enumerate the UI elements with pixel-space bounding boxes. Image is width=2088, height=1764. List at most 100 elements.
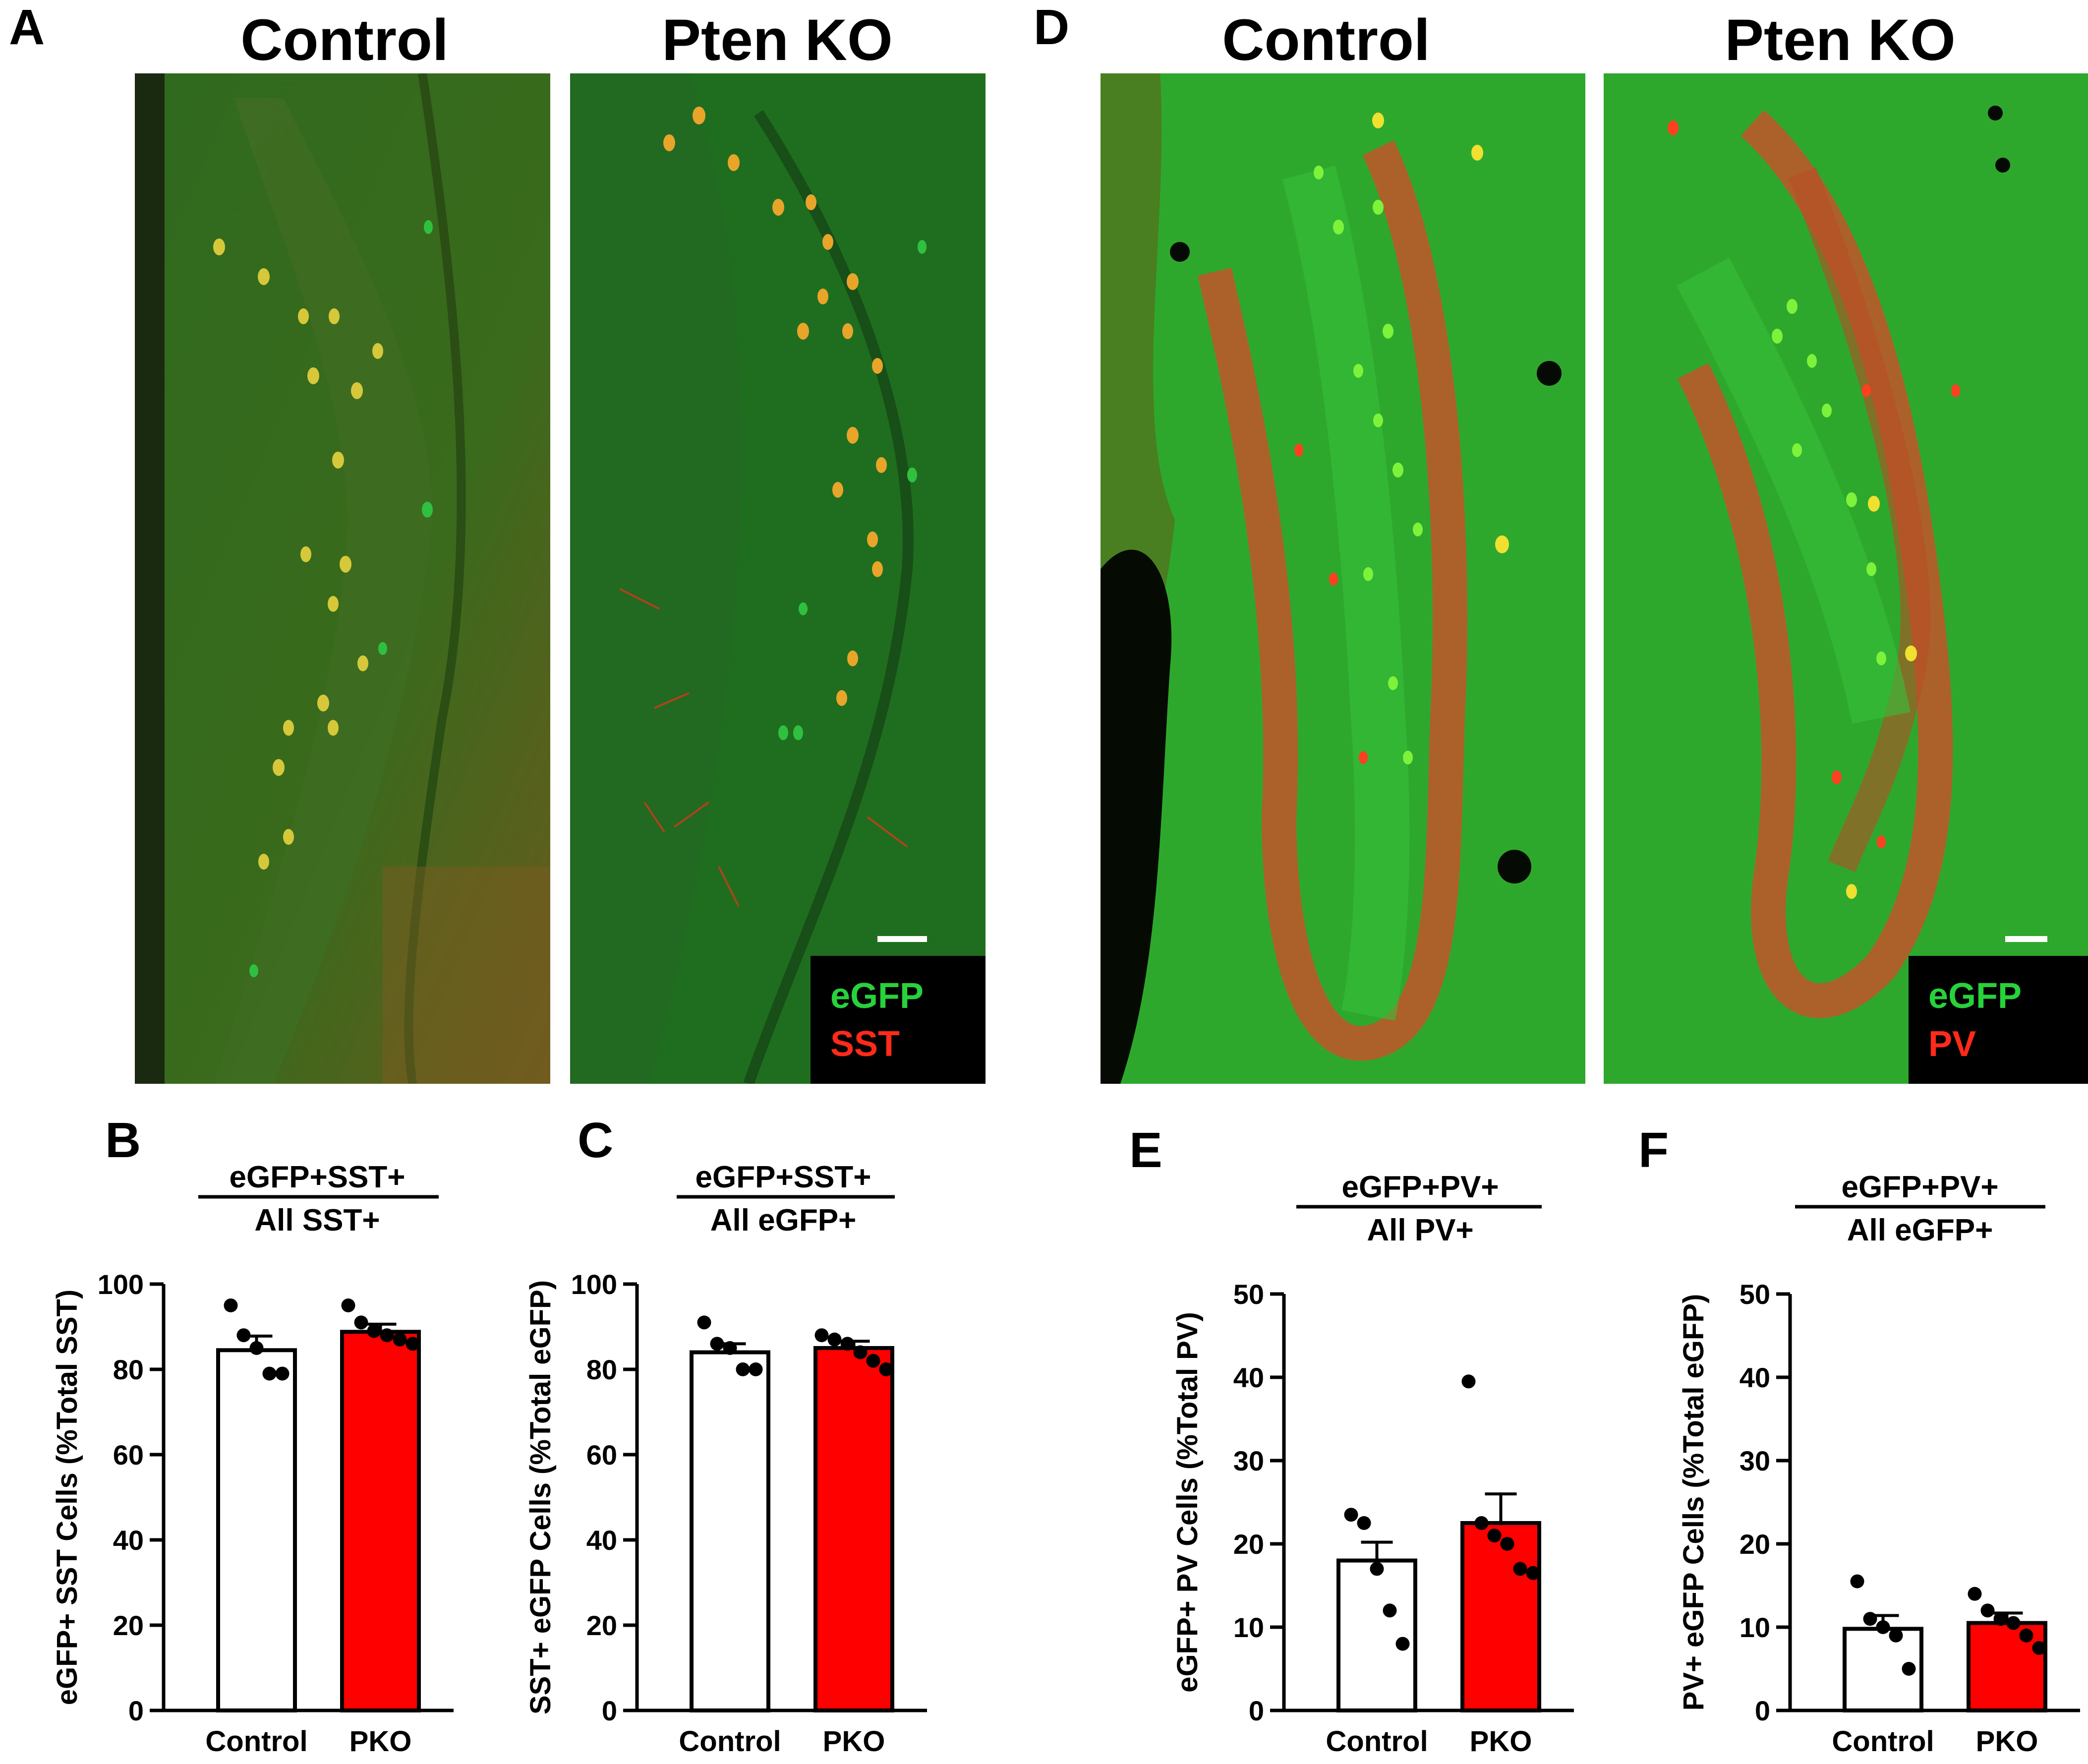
micrograph-title-a-control: Control — [240, 7, 449, 73]
chart-b-bar-pko — [340, 1330, 421, 1712]
chart-e-point-control — [1357, 1516, 1371, 1530]
legend-a-green: eGFP — [830, 976, 924, 1016]
chart-c-xtick-label: Control — [679, 1725, 781, 1758]
chart-c-point-control — [697, 1315, 711, 1330]
chart-e-xtick-label: Control — [1326, 1725, 1428, 1758]
chart-b-point-pko — [380, 1328, 394, 1343]
chart-e-ytick-label: 30 — [1233, 1445, 1264, 1476]
chart-b-point-pko — [393, 1332, 407, 1347]
legend-a-red: SST — [830, 1024, 900, 1064]
chart-e-point-pko — [1526, 1566, 1540, 1580]
chart-f-point-control — [1902, 1662, 1916, 1676]
chart-f-ytick-label: 50 — [1740, 1279, 1770, 1310]
chart-e-point-pko — [1474, 1516, 1489, 1530]
panel-label-f: F — [1638, 1122, 1669, 1178]
chart-e-point-pko — [1500, 1537, 1514, 1551]
micrograph-d-pten: eGFP PV — [1604, 73, 2088, 1084]
scale-bar-a — [877, 936, 927, 942]
legend-d-green: eGFP — [1928, 976, 2022, 1016]
chart-b-ytick-label: 80 — [113, 1354, 144, 1385]
chart-f-point-pko — [2006, 1616, 2021, 1630]
panel-label-c: C — [578, 1113, 614, 1168]
chart-f-point-control — [1876, 1620, 1890, 1634]
chart-f-ytick-label: 30 — [1740, 1445, 1770, 1476]
chart-e-point-control — [1344, 1508, 1358, 1522]
chart-b-point-control — [236, 1328, 251, 1343]
chart-c-title-numerator: eGFP+SST+ — [696, 1160, 871, 1194]
chart-f-point-pko — [2032, 1641, 2046, 1655]
chart-e-ytick-label: 0 — [1249, 1695, 1264, 1726]
micrograph-title-a-pten: Pten KO — [662, 7, 893, 73]
chart-c-point-control — [736, 1362, 750, 1376]
bar-chart-b: eGFP+SST+ All SST+ eGFP+ SST Cells (%Total… — [51, 1160, 454, 1758]
chart-f-xtick-label: PKO — [1976, 1725, 2038, 1758]
panel-label-e: E — [1129, 1122, 1162, 1178]
chart-c-point-control — [710, 1337, 724, 1351]
chart-f-ytick-label: 0 — [1755, 1695, 1770, 1726]
chart-e-xtick-label: PKO — [1470, 1725, 1532, 1758]
chart-c-ytick-label: 80 — [586, 1354, 617, 1385]
chart-e-point-pko — [1461, 1374, 1476, 1389]
chart-b-ytick-label: 0 — [128, 1695, 144, 1726]
chart-e-bar-control — [1336, 1558, 1417, 1712]
micrograph-d-control — [1101, 73, 1585, 1084]
micrograph-title-d-pten: Pten KO — [1725, 7, 1956, 73]
chart-e-ylabel: eGFP+ PV Cells (%Total PV) — [1171, 1312, 1204, 1693]
chart-b-point-control — [275, 1366, 290, 1381]
chart-b-ytick-label: 100 — [98, 1269, 144, 1300]
chart-f-point-control — [1863, 1612, 1877, 1626]
chart-e-point-pko — [1487, 1529, 1502, 1543]
chart-b-point-pko — [367, 1324, 381, 1338]
chart-f-title-numerator: eGFP+PV+ — [1841, 1170, 1998, 1204]
chart-f-bar-pko — [1967, 1621, 2047, 1712]
chart-b-point-control — [249, 1341, 264, 1355]
chart-e-bar-pko — [1460, 1521, 1541, 1712]
panel-label-b: B — [105, 1113, 141, 1168]
micrograph-title-d-control: Control — [1222, 7, 1430, 73]
bar-chart-f: eGFP+PV+ All eGFP+ PV+ eGFP Cells (%Total … — [1678, 1170, 2080, 1758]
chart-b-ylabel: eGFP+ SST Cells (%Total SST) — [51, 1290, 83, 1705]
chart-f-point-control — [1850, 1574, 1864, 1588]
chart-c-xtick-label: PKO — [823, 1725, 885, 1758]
legend-d: eGFP PV — [1909, 956, 2088, 1084]
chart-b-point-pko — [406, 1337, 420, 1351]
micrograph-a-control — [135, 73, 550, 1084]
chart-c-title-denominator: All eGFP+ — [710, 1203, 857, 1237]
chart-c-ytick-label: 20 — [586, 1610, 617, 1641]
chart-b-xtick-label: Control — [205, 1725, 307, 1758]
chart-f-title-denominator: All eGFP+ — [1847, 1213, 1993, 1247]
chart-b-xtick-label: PKO — [349, 1725, 412, 1758]
chart-f-ylabel: PV+ eGFP Cells (%Total eGFP) — [1678, 1294, 1710, 1711]
bar-chart-e: eGFP+PV+ All PV+ eGFP+ PV Cells (%Total PV… — [1171, 1170, 1574, 1758]
chart-c-ylabel: SST+ eGFP Cells (%Total eGFP) — [524, 1280, 557, 1714]
chart-f-xtick-label: Control — [1832, 1725, 1934, 1758]
micrograph-a-pten: eGFP SST — [570, 73, 986, 1084]
chart-b-ytick-label: 40 — [113, 1525, 144, 1556]
chart-c-point-pko — [827, 1332, 842, 1347]
chart-c-point-pko — [853, 1345, 868, 1359]
chart-c-bar-control — [690, 1350, 770, 1713]
chart-c-ytick-label: 60 — [586, 1439, 617, 1470]
bar-chart-c: eGFP+SST+ All eGFP+ SST+ eGFP Cells (%Tota… — [524, 1160, 927, 1758]
chart-b-title-numerator: eGFP+SST+ — [230, 1160, 406, 1194]
chart-e-point-pko — [1513, 1562, 1527, 1576]
panel-label-a: A — [9, 0, 45, 55]
chart-b-point-control — [262, 1366, 277, 1381]
chart-f-point-pko — [1993, 1612, 2008, 1626]
chart-b-ytick-label: 20 — [113, 1610, 144, 1641]
chart-c-point-pko — [866, 1353, 880, 1368]
chart-f-point-pko — [2019, 1628, 2033, 1643]
chart-e-ytick-label: 40 — [1233, 1362, 1264, 1393]
chart-c-point-control — [723, 1341, 737, 1355]
chart-c-point-control — [749, 1362, 763, 1376]
chart-b-point-pko — [354, 1315, 368, 1330]
chart-b-ytick-label: 60 — [113, 1439, 144, 1470]
chart-c-ytick-label: 0 — [602, 1695, 617, 1726]
chart-c-point-pko — [814, 1328, 829, 1343]
panel-label-d: D — [1034, 0, 1070, 55]
chart-c-point-pko — [840, 1337, 855, 1351]
chart-b-point-control — [224, 1298, 238, 1312]
chart-c-ytick-label: 100 — [571, 1269, 617, 1300]
legend-a: eGFP SST — [811, 956, 986, 1084]
chart-b-bar-control — [216, 1348, 297, 1712]
